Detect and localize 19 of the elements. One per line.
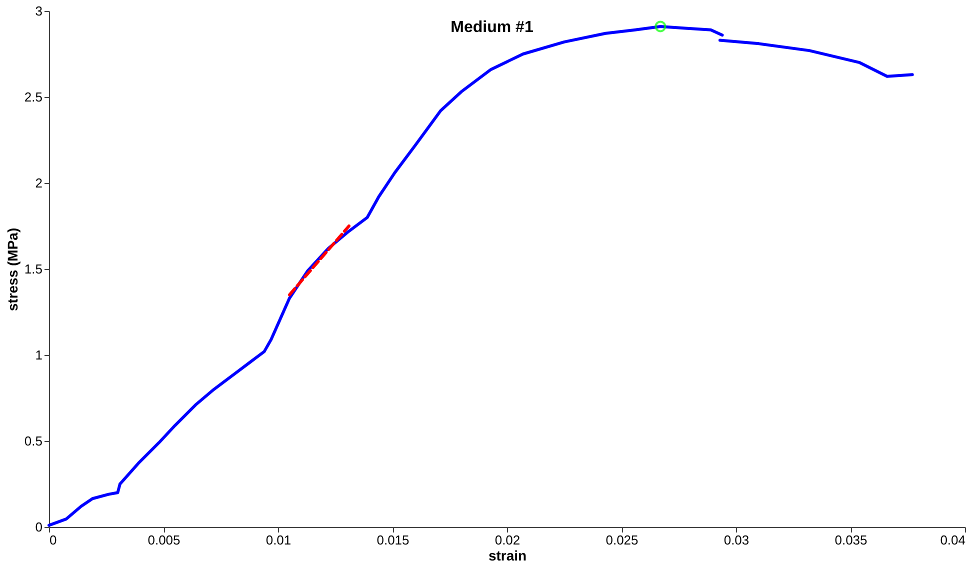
y-tick-label: 2.5 (24, 90, 42, 104)
x-tick-label: 0.01 (266, 532, 292, 548)
x-tick-label: 0.04 (940, 532, 966, 548)
x-tick-label: 0 (50, 532, 57, 548)
y-tick-label: 0 (35, 520, 42, 534)
x-tick-label: 0.005 (148, 532, 180, 548)
x-axis-title: strain (488, 548, 527, 564)
x-tick-label: 0.03 (724, 532, 750, 548)
y-tick-label: 1.5 (24, 262, 42, 276)
x-tick-label: 0.02 (494, 532, 520, 548)
x-tick-label: 0.015 (376, 532, 410, 548)
y-axis-title: stress (MPa) (4, 228, 20, 312)
y-tick-label: 2 (35, 176, 42, 190)
chart-title: Medium #1 (450, 19, 534, 36)
y-tick-label: 3 (35, 4, 42, 18)
y-tick-label: 1 (35, 348, 42, 362)
x-tick-label: 0.035 (834, 532, 868, 548)
x-tick-label: 0.025 (606, 532, 638, 548)
y-tick-label: 0.5 (24, 434, 42, 448)
